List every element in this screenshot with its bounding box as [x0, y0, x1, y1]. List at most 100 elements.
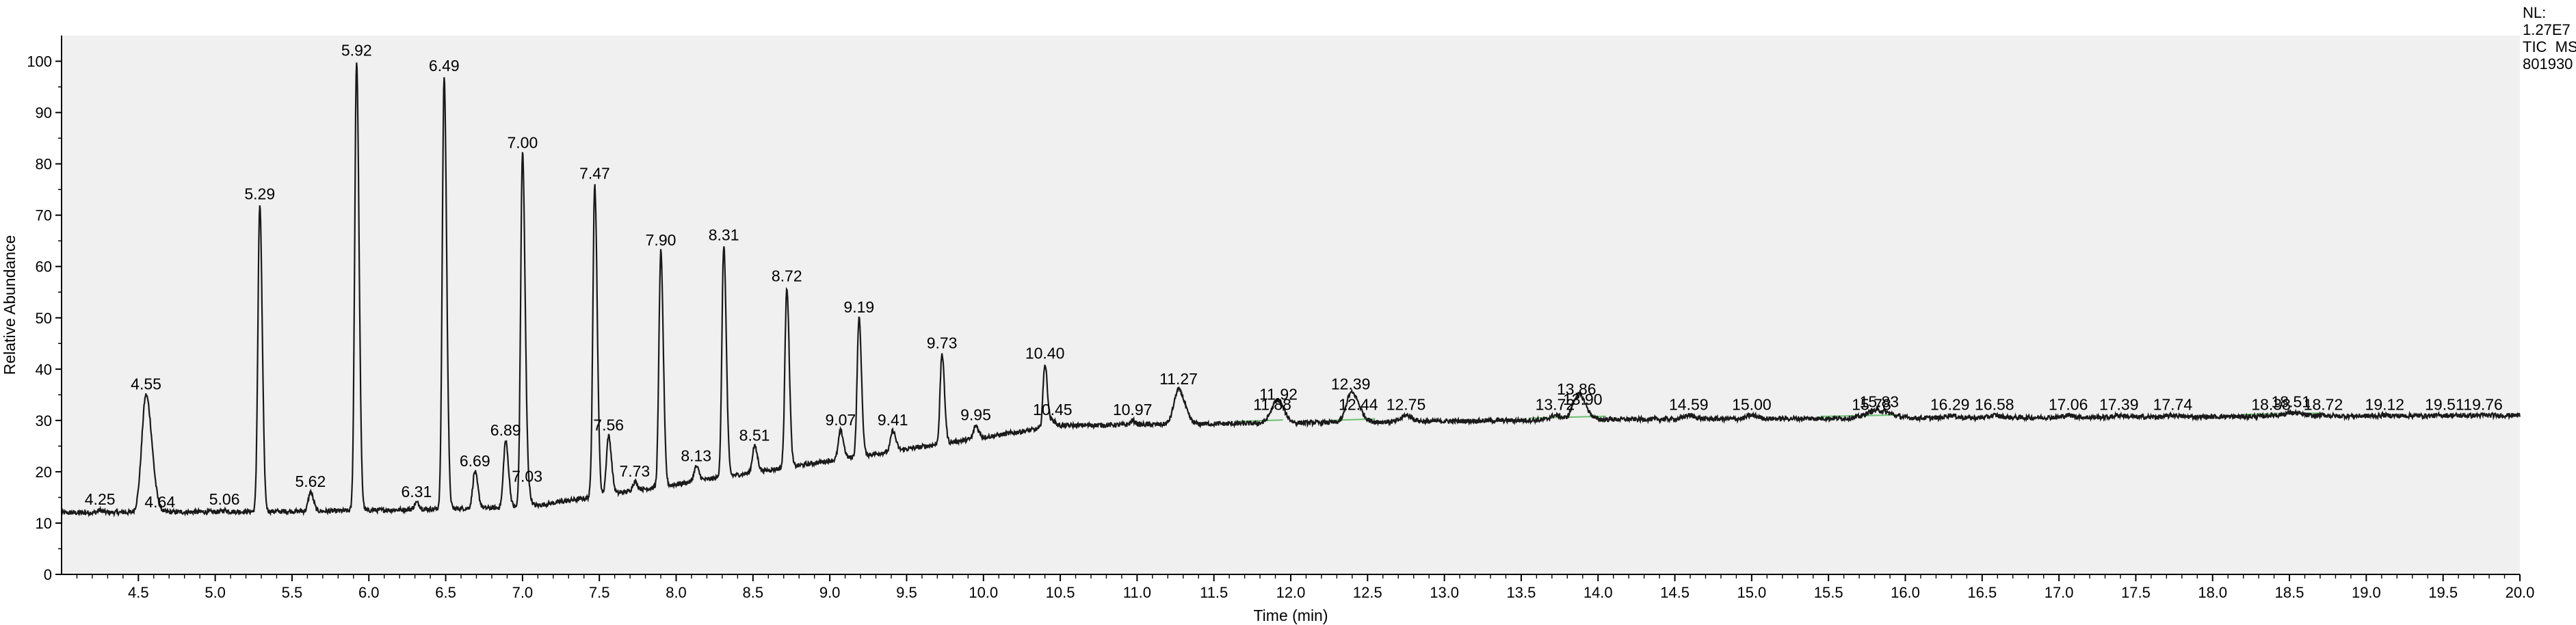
header-line-2: 1.27E7	[2523, 21, 2571, 38]
peak-label: 8.13	[681, 447, 711, 464]
peak-label: 12.39	[1331, 375, 1371, 393]
peak-label: 12.44	[1339, 395, 1378, 413]
peak-label: 5.62	[295, 473, 326, 490]
header-line-4: 801930	[2523, 55, 2573, 72]
peak-label: 16.29	[1930, 395, 1970, 413]
peak-label: 4.55	[131, 375, 161, 393]
x-tick-label: 9.0	[819, 584, 841, 601]
peak-label: 14.59	[1669, 395, 1709, 413]
peak-label: 9.95	[960, 405, 991, 423]
peak-label: 13.86	[1557, 380, 1596, 398]
peak-label: 15.83	[1860, 393, 1900, 411]
peak-label: 5.06	[209, 490, 240, 508]
peak-label: 8.31	[709, 226, 739, 244]
x-tick-label: 13.0	[1430, 584, 1459, 601]
peak-label: 15.78	[1852, 395, 1891, 413]
peak-label: 9.73	[927, 334, 958, 351]
peak-label: 7.03	[512, 467, 542, 485]
x-tick-label: 16.0	[1891, 584, 1920, 601]
x-tick-label: 9.5	[896, 584, 917, 601]
peak-label: 8.72	[772, 267, 802, 285]
peak-label: 13.72	[1536, 395, 1575, 413]
x-tick-label: 4.5	[128, 584, 149, 601]
y-tick-label: 100	[27, 53, 52, 70]
peak-label: 11.27	[1159, 370, 1198, 388]
y-tick-label: 0	[44, 566, 52, 583]
peak-label: 17.06	[2049, 395, 2088, 413]
peak-label: 16.58	[1975, 395, 2014, 413]
peak-label: 6.89	[490, 421, 521, 439]
x-tick-label: 10.5	[1046, 584, 1075, 601]
x-tick-label: 14.5	[1660, 584, 1690, 601]
peak-label: 10.40	[1025, 344, 1065, 362]
peak-label: 15.00	[1732, 395, 1772, 413]
x-tick-label: 17.0	[2045, 584, 2074, 601]
peak-label: 9.07	[825, 411, 856, 429]
peak-label: 7.47	[579, 165, 610, 183]
peak-label: 9.19	[843, 298, 874, 316]
x-tick-label: 12.5	[1353, 584, 1382, 601]
peak-label: 7.00	[507, 134, 538, 152]
peak-label: 11.88	[1253, 395, 1291, 413]
x-tick-label: 7.0	[512, 584, 534, 601]
peak-label: 7.90	[646, 231, 676, 249]
peak-label: 17.39	[2099, 395, 2139, 413]
x-tick-label: 10.0	[969, 584, 998, 601]
header-line-3: TIC MS	[2523, 38, 2576, 55]
x-tick-label: 7.5	[589, 584, 610, 601]
peak-label: 17.74	[2153, 395, 2193, 413]
x-tick-label: 18.0	[2198, 584, 2227, 601]
peak-label: 19.76	[2463, 395, 2503, 413]
peak-label: 8.51	[739, 426, 770, 444]
trace-header: NL: 1.27E7 TIC MS 801930	[2523, 4, 2576, 72]
x-tick-label: 5.5	[282, 584, 303, 601]
y-tick-label: 10	[36, 515, 52, 532]
y-tick-label: 80	[36, 156, 52, 173]
y-axis-title: Relative Abundance	[1, 235, 18, 375]
x-tick-label: 13.5	[1507, 584, 1536, 601]
y-axis-ticks: 0 10 20 30 40 50 60 70 80 90 100	[27, 53, 62, 583]
peak-label: 13.90	[1563, 390, 1603, 408]
x-tick-label: 8.5	[743, 584, 764, 601]
peak-label: 18.51	[2272, 393, 2311, 411]
y-tick-label: 20	[36, 464, 52, 481]
x-tick-label: 15.5	[1814, 584, 1843, 601]
x-tick-label: 5.0	[205, 584, 226, 601]
y-tick-label: 40	[36, 361, 52, 378]
peak-label: 18.38	[2251, 395, 2291, 413]
plot-area	[62, 36, 2520, 574]
peak-label: 6.49	[429, 57, 460, 75]
peak-label: 7.73	[619, 462, 650, 480]
x-tick-label: 12.0	[1276, 584, 1306, 601]
peak-label: 19.12	[2365, 395, 2405, 413]
peak-label: 4.25	[85, 490, 116, 508]
x-tick-label: 11.0	[1123, 584, 1151, 601]
peak-label: 9.41	[878, 411, 908, 429]
y-tick-label: 90	[36, 105, 52, 122]
x-tick-label: 20.0	[2506, 584, 2535, 601]
peak-label: 10.97	[1113, 401, 1153, 418]
peak-label: 6.31	[402, 483, 432, 501]
peak-label: 5.92	[341, 42, 372, 59]
x-tick-label: 17.5	[2121, 584, 2151, 601]
y-tick-label: 50	[36, 310, 52, 327]
peak-label: 6.69	[460, 452, 490, 470]
x-tick-label: 14.0	[1583, 584, 1613, 601]
y-tick-label: 60	[36, 258, 52, 276]
peak-label: 11.92	[1259, 385, 1298, 403]
peak-label: 18.72	[2304, 395, 2343, 413]
x-tick-label: 8.0	[666, 584, 687, 601]
peak-label: 19.51	[2425, 395, 2465, 413]
peak-label: 7.56	[593, 416, 624, 434]
peak-label: 12.75	[1386, 395, 1426, 413]
x-tick-label: 11.5	[1200, 584, 1228, 601]
peak-label: 4.64	[144, 493, 175, 511]
header-line-1: NL:	[2523, 4, 2546, 21]
x-tick-label: 6.0	[358, 584, 380, 601]
x-tick-label: 19.0	[2352, 584, 2381, 601]
x-tick-label: 15.0	[1737, 584, 1766, 601]
peak-label: 10.45	[1033, 401, 1073, 418]
x-tick-label: 6.5	[435, 584, 456, 601]
peak-label: 5.29	[244, 185, 275, 203]
